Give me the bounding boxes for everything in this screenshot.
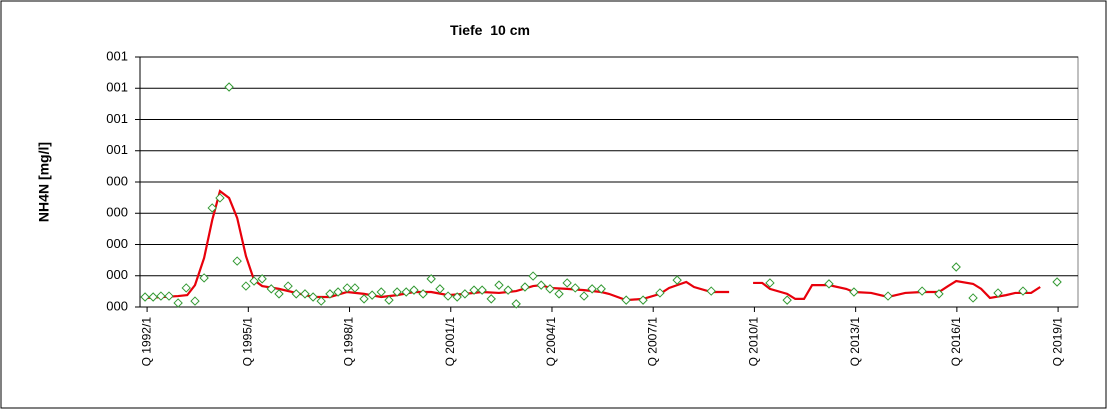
data-point — [418, 289, 428, 299]
data-point — [494, 280, 504, 290]
data-point — [951, 262, 961, 272]
data-point — [452, 292, 462, 302]
data-point — [308, 292, 318, 302]
data-point — [570, 283, 580, 293]
data-point — [224, 82, 234, 92]
y-tick-label: 000 — [106, 298, 128, 313]
data-point — [148, 292, 158, 302]
data-point — [486, 294, 496, 304]
y-tick-label: 000 — [106, 205, 128, 220]
x-tick-label: Q 2010/1 — [747, 317, 761, 367]
data-point — [511, 299, 521, 309]
data-point — [376, 287, 386, 297]
data-point — [917, 286, 927, 296]
data-point — [359, 294, 369, 304]
data-point — [300, 289, 310, 299]
data-point — [993, 288, 1003, 298]
data-point — [968, 293, 978, 303]
data-point — [401, 287, 411, 297]
data-point — [232, 256, 242, 266]
data-point — [384, 295, 394, 305]
y-tick-label: 001 — [106, 80, 128, 95]
data-point — [1018, 286, 1028, 296]
data-point — [199, 273, 209, 283]
data-point — [554, 289, 564, 299]
y-tick-label: 000 — [106, 236, 128, 251]
data-point — [672, 275, 682, 285]
data-point — [207, 203, 217, 213]
x-tick-label: Q 2001/1 — [443, 317, 457, 367]
data-point — [173, 298, 183, 308]
y-tick-label: 001 — [106, 48, 128, 63]
data-point — [883, 291, 893, 301]
y-tick-label: 000 — [106, 267, 128, 282]
data-point — [316, 296, 326, 306]
data-point — [621, 295, 631, 305]
data-point — [706, 286, 716, 296]
data-point — [477, 285, 487, 295]
data-point — [409, 285, 419, 295]
y-axis-label: NH4N [mg/l] — [36, 142, 52, 222]
data-point — [782, 295, 792, 305]
x-tick-label: Q 1998/1 — [342, 317, 356, 367]
y-tick-label: 001 — [106, 111, 128, 126]
data-point — [460, 289, 470, 299]
data-point — [350, 283, 360, 293]
data-point — [562, 278, 572, 288]
data-point — [325, 289, 335, 299]
data-point — [291, 289, 301, 299]
data-point — [190, 296, 200, 306]
data-point — [849, 287, 859, 297]
data-point — [215, 193, 225, 203]
data-point — [824, 279, 834, 289]
x-tick-label: Q 2013/1 — [848, 317, 862, 367]
y-tick-label: 000 — [106, 173, 128, 188]
x-tick-label: Q 2019/1 — [1050, 317, 1064, 367]
data-point — [469, 285, 479, 295]
data-point — [596, 284, 606, 294]
data-point — [579, 291, 589, 301]
x-tick-label: Q 1992/1 — [139, 317, 153, 367]
data-point — [257, 274, 267, 284]
data-point — [181, 283, 191, 293]
data-point — [1052, 277, 1062, 287]
data-point — [638, 295, 648, 305]
data-point — [443, 291, 453, 301]
data-point — [333, 287, 343, 297]
data-point — [520, 282, 530, 292]
data-point — [283, 281, 293, 291]
x-tick-label: Q 2007/1 — [645, 317, 659, 367]
chart-title: Tiefe 10 cm — [450, 22, 530, 38]
x-tick-label: Q 2004/1 — [544, 317, 558, 367]
data-point — [536, 280, 546, 290]
y-tick-label: 001 — [106, 142, 128, 157]
data-point — [528, 271, 538, 281]
data-point — [342, 283, 352, 293]
data-point — [274, 289, 284, 299]
data-point — [249, 276, 259, 286]
data-point — [392, 287, 402, 297]
data-point — [140, 292, 150, 302]
data-point — [503, 285, 513, 295]
data-point — [655, 288, 665, 298]
data-point — [367, 290, 377, 300]
data-point — [156, 291, 166, 301]
data-point — [587, 284, 597, 294]
data-point — [164, 291, 174, 301]
data-point — [934, 289, 944, 299]
data-point — [545, 284, 555, 294]
data-point — [765, 278, 775, 288]
data-point — [266, 284, 276, 294]
data-point — [435, 284, 445, 294]
x-tick-label: Q 1995/1 — [240, 317, 254, 367]
data-point — [241, 281, 251, 291]
data-point — [426, 274, 436, 284]
x-tick-label: Q 2016/1 — [949, 317, 963, 367]
